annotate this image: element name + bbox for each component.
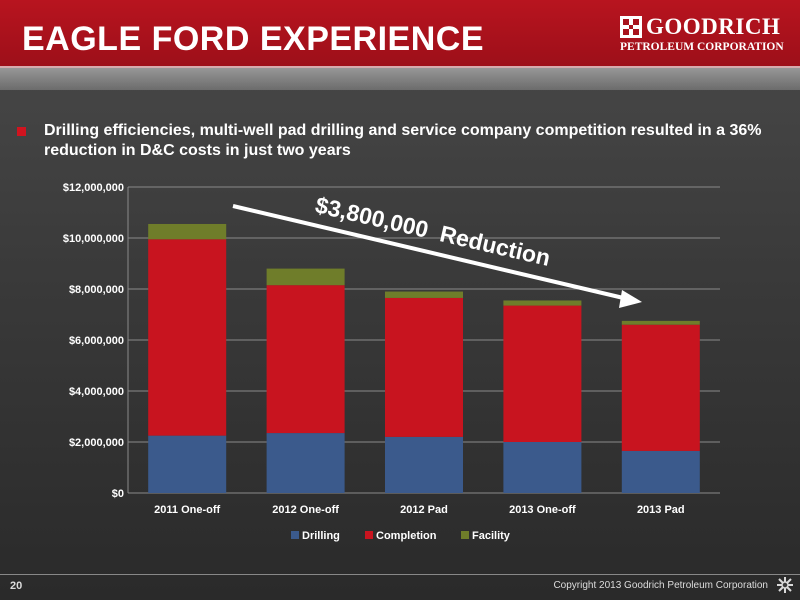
logo-wordmark: GOODRICH <box>646 14 781 39</box>
bar-drilling <box>503 442 582 493</box>
legend-label: Completion <box>376 530 437 542</box>
slide-title: EAGLE FORD EXPERIENCE <box>22 20 485 58</box>
bar-drilling <box>266 433 345 493</box>
page-number: 20 <box>10 580 23 592</box>
y-tick-label: $0 <box>112 488 124 500</box>
x-tick-label: 2013 Pad <box>637 504 685 516</box>
y-tick-label: $6,000,000 <box>69 335 124 347</box>
legend-label: Drilling <box>302 530 340 542</box>
bar-completion <box>148 239 227 436</box>
reduction-arrowhead <box>619 290 642 308</box>
bar-facility <box>621 320 700 325</box>
x-tick-label: 2011 One-off <box>154 504 220 516</box>
copyright-text: Copyright 2013 Goodrich Petroleum Corpor… <box>553 580 768 591</box>
logo-mark-icon <box>777 577 793 593</box>
y-tick-label: $8,000,000 <box>69 284 124 296</box>
y-tick-label: $2,000,000 <box>69 437 124 449</box>
x-tick-label: 2012 Pad <box>400 504 448 516</box>
bullet-text: Drilling efficiencies, multi-well pad dr… <box>44 122 762 159</box>
bar-completion <box>621 324 700 451</box>
x-tick-label: 2013 One-off <box>509 504 576 516</box>
bar-completion <box>503 305 582 442</box>
bar-facility <box>266 268 345 286</box>
company-logo: GOODRICH PETROLEUM CORPORATION <box>620 14 788 56</box>
logo-subtitle: PETROLEUM CORPORATION <box>620 41 784 53</box>
logo-icon <box>620 16 642 38</box>
bar-facility <box>148 223 227 240</box>
bar-completion <box>266 285 345 434</box>
legend-swatch <box>291 531 299 539</box>
legend-swatch <box>461 531 469 539</box>
bar-completion <box>385 297 463 437</box>
bar-drilling <box>385 436 463 493</box>
legend-swatch <box>365 531 373 539</box>
header-band <box>0 0 800 68</box>
y-tick-label: $10,000,000 <box>63 233 124 245</box>
header-divider <box>0 66 800 68</box>
legend-label: Facility <box>472 530 511 542</box>
bar-facility <box>503 300 582 306</box>
y-tick-label: $4,000,000 <box>69 386 124 398</box>
bar-drilling <box>621 450 700 493</box>
reduction-arrow <box>232 204 633 302</box>
x-tick-label: 2012 One-off <box>272 504 339 516</box>
y-tick-label: $12,000,000 <box>63 182 124 194</box>
bar-facility <box>385 291 463 298</box>
reduction-annotation: $3,800,000 Reduction <box>313 192 553 271</box>
bullet-marker <box>17 127 26 136</box>
header-stripe <box>0 68 800 90</box>
bar-drilling <box>148 435 227 493</box>
footer-divider <box>0 574 800 575</box>
